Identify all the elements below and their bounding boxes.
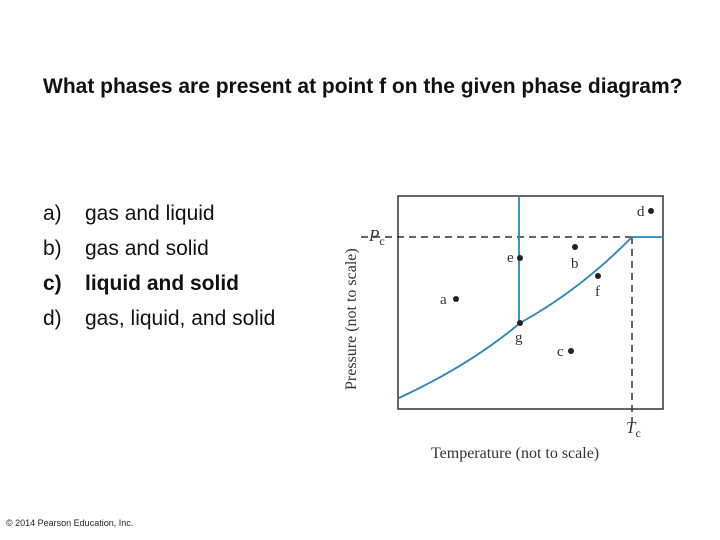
point-d-marker — [648, 208, 654, 214]
option-a-text: gas and liquid — [85, 202, 215, 225]
option-d-letter: d) — [43, 307, 62, 330]
point-c-marker — [568, 348, 574, 354]
point-d-label: d — [637, 204, 645, 220]
pc-label: Pc — [368, 226, 385, 248]
answer-options: a) gas and liquid b) gas and solid c) li… — [43, 196, 275, 336]
option-b-letter: b) — [43, 237, 62, 260]
point-b-marker — [572, 244, 578, 250]
point-a-marker — [453, 296, 459, 302]
option-d[interactable]: d) gas, liquid, and solid — [43, 301, 275, 336]
tc-subscript: c — [635, 426, 640, 440]
vaporization-curve — [398, 236, 633, 399]
option-b[interactable]: b) gas and solid — [43, 231, 275, 266]
option-c[interactable]: c) liquid and solid — [43, 266, 275, 301]
tc-label: Tc — [626, 418, 641, 440]
option-a-letter: a) — [43, 202, 62, 225]
point-f-label: f — [595, 284, 600, 300]
option-c-letter: c) — [43, 272, 62, 295]
point-f-marker — [595, 273, 601, 279]
point-g-marker — [517, 320, 523, 326]
y-axis-label: Pressure (not to scale) — [343, 248, 360, 390]
point-a-label: a — [440, 292, 447, 308]
question-text: What phases are present at point f on th… — [43, 75, 683, 98]
tc-letter: T — [626, 418, 637, 437]
point-g-label: g — [515, 330, 523, 346]
point-e-marker — [517, 255, 523, 261]
option-d-text: gas, liquid, and solid — [85, 307, 276, 330]
pc-subscript: c — [379, 234, 384, 248]
point-c-label: c — [557, 344, 564, 360]
option-c-text: liquid and solid — [85, 272, 239, 295]
point-e-label: e — [507, 250, 514, 266]
option-a[interactable]: a) gas and liquid — [43, 196, 275, 231]
point-b-label: b — [571, 256, 579, 272]
x-axis-label: Temperature (not to scale) — [431, 445, 599, 462]
pc-letter: P — [368, 226, 379, 245]
copyright-notice: © 2014 Pearson Education, Inc. — [6, 518, 134, 528]
option-b-text: gas and solid — [85, 237, 209, 260]
diagram-frame — [397, 195, 664, 410]
